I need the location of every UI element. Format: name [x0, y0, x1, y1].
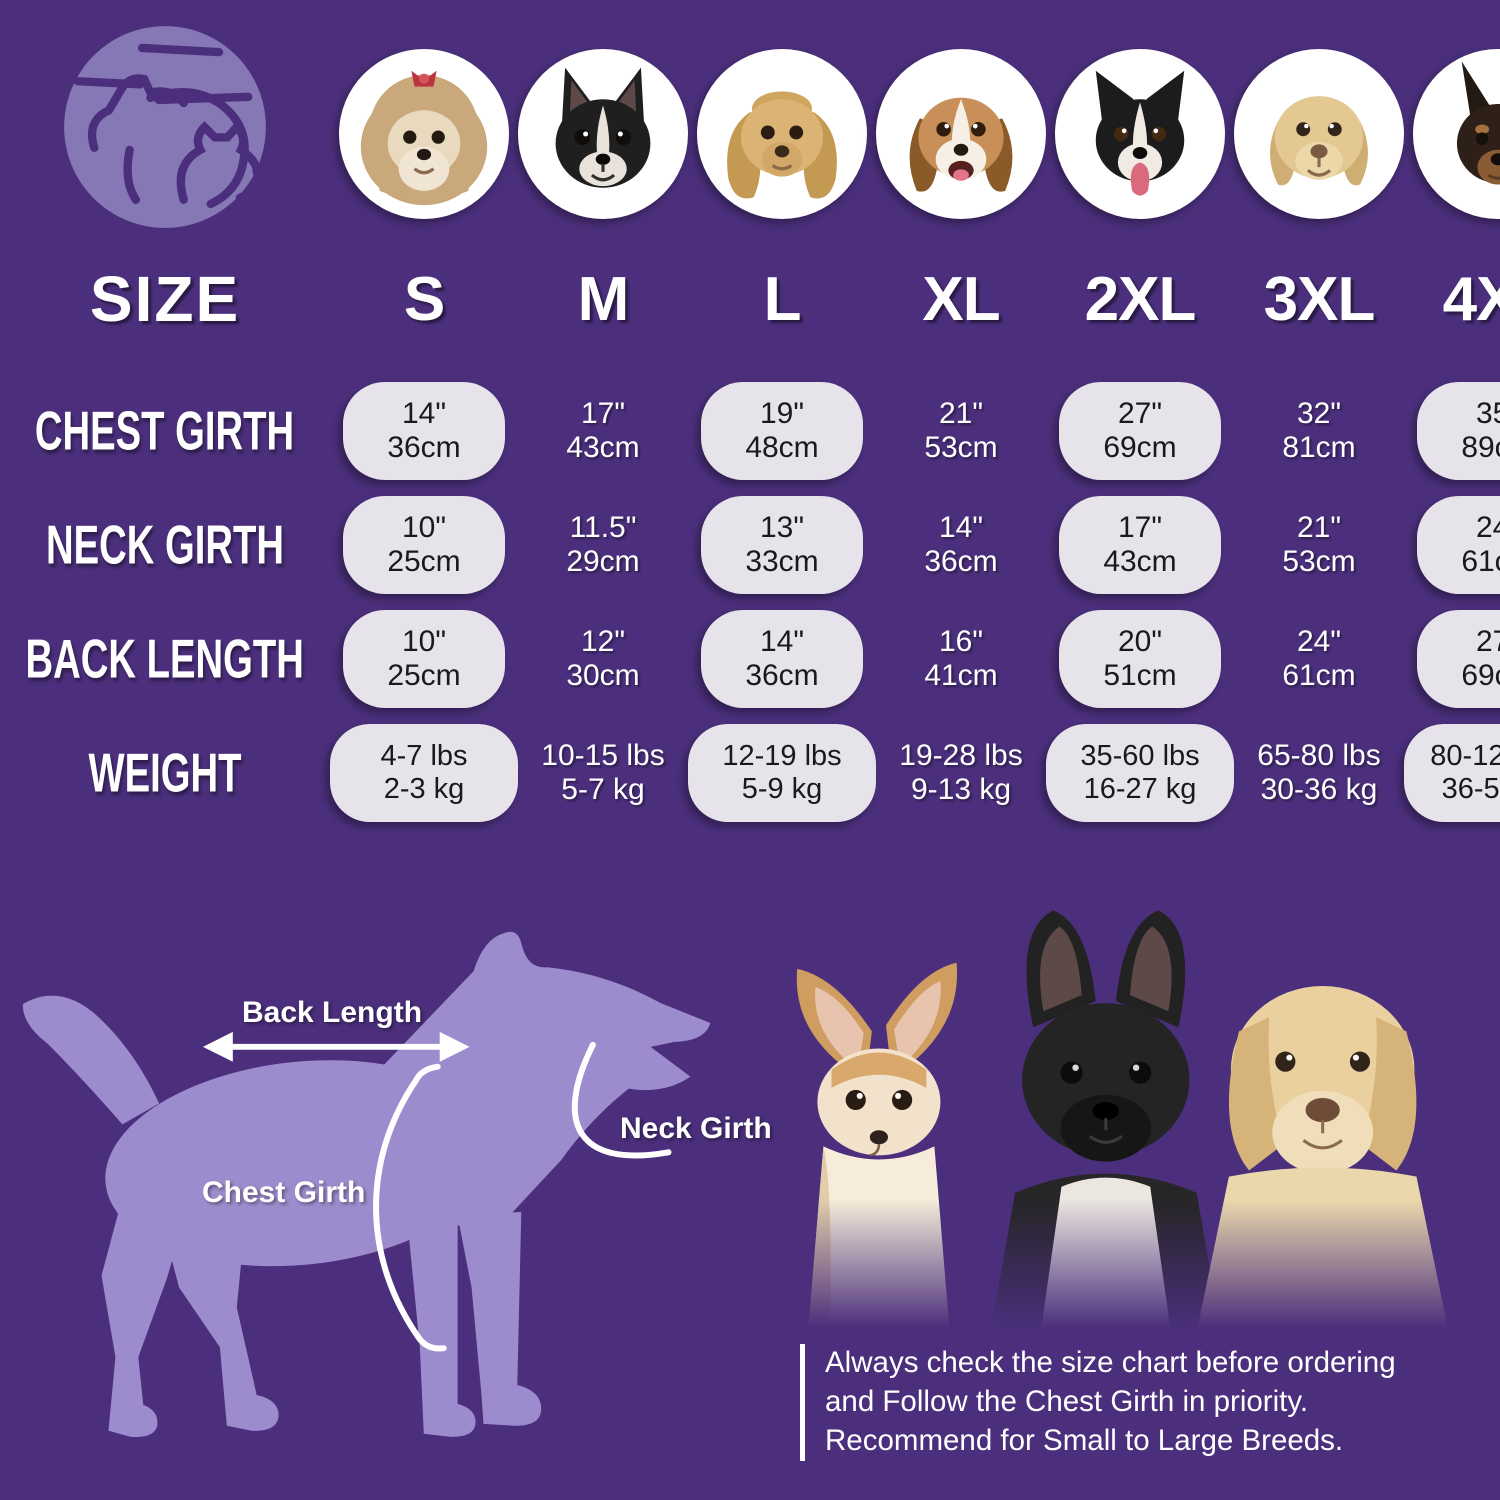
cell-chest-girth-s: 14" 36cm — [343, 382, 505, 480]
size-table: SIZE S M L XL 2XL 3XL 4XL CHEST GIRTH 14… — [0, 14, 1500, 822]
cell-weight-l: 12-19 lbs 5-9 kg — [688, 724, 876, 822]
cell-chest-girth-xl: 21" 53cm — [924, 396, 998, 464]
row-label-back-length: BACK LENGTH — [25, 627, 305, 690]
dog-cat-logo-icon — [64, 26, 266, 228]
dog-front-leg-2 — [407, 1225, 476, 1437]
cell-weight-3xl: 65-80 lbs 30-36 kg — [1257, 738, 1381, 806]
cell-back-length-m: 12" 30cm — [566, 624, 640, 692]
arrow-head-right — [439, 1031, 470, 1062]
arrow-head-left — [202, 1031, 233, 1062]
spacer — [0, 344, 1500, 374]
three-dogs-photo — [770, 868, 1482, 1342]
cell-weight-2xl: 35-60 lbs 16-27 kg — [1046, 724, 1234, 822]
dog-front-leg — [457, 1211, 542, 1426]
cell-back-length-2xl: 20" 51cm — [1059, 610, 1221, 708]
dog-head-neck — [361, 931, 711, 1230]
note-line-1: Always check the size chart before order… — [825, 1346, 1396, 1379]
sizing-note: Always check the size chart before order… — [800, 1344, 1500, 1461]
size-header-xl: XL — [922, 264, 1000, 334]
chihuahua — [796, 962, 958, 1342]
neck-girth-line — [571, 1041, 672, 1159]
cell-weight-4xl: 80-120 lbs36-55 kg — [1404, 724, 1500, 822]
cell-back-length-xl: 16" 41cm — [924, 624, 998, 692]
dog-photo-doberman — [1413, 49, 1500, 219]
labrador — [1194, 985, 1451, 1342]
cell-chest-girth-4xl: 35"89cm — [1417, 382, 1500, 480]
dog-photo-labrador — [1234, 49, 1404, 219]
note-line-2: and Follow the Chest Girth in priority. — [825, 1384, 1309, 1418]
cell-chest-girth-2xl: 27" 69cm — [1059, 382, 1221, 480]
chest-girth-line — [373, 1063, 447, 1352]
size-header-2xl: 2XL — [1084, 264, 1197, 334]
cell-neck-girth-s: 10" 25cm — [343, 496, 505, 594]
dog-photo-shih-tzu — [339, 49, 509, 219]
cell-weight-m: 10-15 lbs 5-7 kg — [541, 738, 665, 806]
dog-photo-boston-terrier — [518, 49, 688, 219]
size-column-title: SIZE — [89, 263, 241, 335]
dog-photo-border-collie — [1055, 49, 1225, 219]
size-header-m: M — [577, 264, 630, 334]
row-label-neck-girth: NECK GIRTH — [46, 513, 284, 576]
size-header-l: L — [763, 264, 802, 334]
dog-photo-cocker-spaniel — [697, 49, 867, 219]
cell-chest-girth-3xl: 32" 81cm — [1282, 396, 1356, 464]
chest-girth-label: Chest Girth — [202, 1176, 366, 1209]
cell-chest-girth-m: 17" 43cm — [566, 396, 640, 464]
size-header-4xl: 4XL — [1442, 264, 1500, 334]
cell-weight-xl: 19-28 lbs 9-13 kg — [899, 738, 1023, 806]
dog-hind-leg — [155, 1196, 279, 1431]
dog-hind-leg-2 — [101, 1186, 186, 1438]
cell-neck-girth-xl: 14" 36cm — [924, 510, 998, 578]
cell-neck-girth-2xl: 17" 43cm — [1059, 496, 1221, 594]
note-line-3: Recommend for Small to Large Breeds. — [825, 1423, 1344, 1457]
cell-back-length-l: 14" 36cm — [701, 610, 863, 708]
cell-back-length-4xl: 27"69cm — [1417, 610, 1500, 708]
cell-weight-s: 4-7 lbs 2-3 kg — [330, 724, 518, 822]
cell-chest-girth-l: 19" 48cm — [701, 382, 863, 480]
cell-neck-girth-m: 11.5" 29cm — [566, 510, 640, 578]
french-bulldog — [988, 910, 1223, 1342]
brand-logo-cell — [0, 14, 330, 254]
cell-back-length-3xl: 24" 61cm — [1282, 624, 1356, 692]
row-label-chest-girth: CHEST GIRTH — [35, 399, 295, 462]
dog-measurement-diagram — [22, 931, 711, 1438]
cell-neck-girth-3xl: 21" 53cm — [1282, 510, 1356, 578]
back-length-label: Back Length — [241, 996, 423, 1029]
dog-photo-beagle — [876, 49, 1046, 219]
cell-neck-girth-l: 13" 33cm — [701, 496, 863, 594]
size-header-s: S — [403, 264, 445, 334]
neck-girth-label: Neck Girth — [620, 1112, 772, 1145]
size-header-3xl: 3XL — [1263, 264, 1376, 334]
dog-tail — [22, 995, 160, 1125]
cell-neck-girth-4xl: 24"61cm — [1417, 496, 1500, 594]
cell-back-length-s: 10" 25cm — [343, 610, 505, 708]
row-label-weight: WEIGHT — [88, 741, 242, 804]
